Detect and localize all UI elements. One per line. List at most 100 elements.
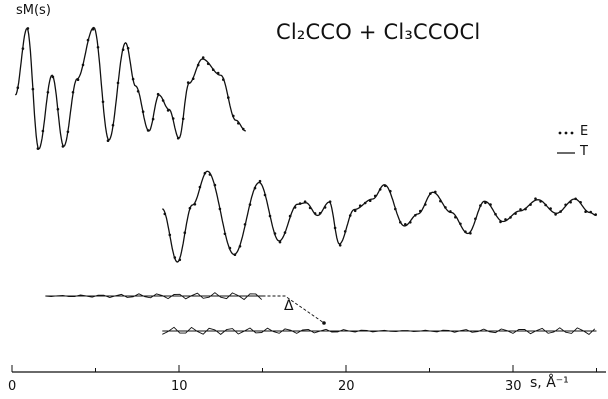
data-point xyxy=(203,171,207,175)
data-point xyxy=(524,207,527,211)
legend-marks xyxy=(557,131,575,154)
data-point xyxy=(414,214,417,217)
data-point xyxy=(131,77,135,81)
x-tick-label: 20 xyxy=(338,379,355,394)
data-point xyxy=(368,199,372,202)
data-point xyxy=(564,203,567,207)
data-point xyxy=(91,28,95,31)
data-point xyxy=(126,46,130,50)
data-point xyxy=(584,210,587,213)
data-point xyxy=(464,230,467,233)
data-point xyxy=(232,114,235,118)
data-point xyxy=(353,209,357,213)
data-point xyxy=(213,183,217,187)
data-point xyxy=(263,193,267,197)
data-point xyxy=(36,147,40,150)
data-point xyxy=(484,201,487,205)
data-point xyxy=(569,200,572,204)
data-point xyxy=(283,231,287,234)
data-point xyxy=(519,208,522,211)
data-point xyxy=(206,62,210,66)
data-point xyxy=(504,218,507,221)
data-point xyxy=(549,207,552,210)
x-tick-label: 10 xyxy=(171,379,188,394)
data-point xyxy=(26,27,30,30)
data-point xyxy=(333,226,337,230)
data-point xyxy=(554,213,557,216)
residual-trace xyxy=(162,326,596,335)
data-point xyxy=(56,107,60,111)
data-point xyxy=(434,190,437,194)
data-point xyxy=(71,91,75,94)
data-point xyxy=(253,186,257,190)
data-point xyxy=(419,209,422,213)
data-point xyxy=(76,78,80,81)
data-point xyxy=(106,139,110,142)
data-point xyxy=(238,245,242,248)
data-point xyxy=(196,63,200,67)
data-point xyxy=(186,81,190,84)
data-point xyxy=(101,100,105,104)
data-point xyxy=(222,78,225,81)
data-point xyxy=(268,214,272,218)
data-point xyxy=(338,244,342,247)
data-point xyxy=(273,232,277,235)
x-tick-label: 0 xyxy=(8,379,17,394)
data-point xyxy=(308,206,312,210)
data-point xyxy=(449,210,452,213)
data-point xyxy=(86,38,90,42)
data-point xyxy=(399,221,402,224)
data-point xyxy=(373,194,377,198)
data-point xyxy=(166,109,170,112)
data-point xyxy=(31,87,35,91)
data-point xyxy=(96,46,100,49)
data-point xyxy=(178,258,182,262)
legend-label-e: E xyxy=(580,124,589,139)
data-point xyxy=(228,246,232,250)
data-point xyxy=(499,220,502,224)
x-tick-label: 30 xyxy=(505,379,522,394)
data-point xyxy=(136,90,140,93)
data-point xyxy=(237,122,240,125)
data-point xyxy=(156,92,160,96)
data-point xyxy=(293,206,297,209)
data-point xyxy=(509,216,512,219)
data-point xyxy=(439,199,442,203)
data-point xyxy=(198,185,202,189)
data-point xyxy=(242,127,245,131)
legend-dot xyxy=(558,131,562,135)
curve-layer xyxy=(14,26,597,263)
data-point xyxy=(298,202,302,205)
data-point xyxy=(378,188,382,191)
data-point xyxy=(176,136,180,140)
data-point xyxy=(303,200,307,203)
x-axis xyxy=(11,365,606,373)
data-point xyxy=(383,184,387,188)
data-point xyxy=(146,129,150,132)
y-axis-label: sM(s) xyxy=(16,3,51,18)
data-point xyxy=(21,47,25,50)
residual-trace xyxy=(45,292,263,301)
data-point xyxy=(589,210,592,214)
data-point xyxy=(193,203,197,206)
data-point xyxy=(474,217,477,221)
data-point xyxy=(479,204,482,207)
data-point xyxy=(529,203,532,206)
data-point xyxy=(211,68,215,71)
data-point xyxy=(181,117,185,121)
data-point xyxy=(208,173,212,176)
data-point xyxy=(534,197,537,200)
data-point xyxy=(574,197,577,201)
data-point xyxy=(258,179,262,183)
data-point xyxy=(444,206,447,209)
data-point xyxy=(151,117,155,121)
x-axis-label: s, Å⁻¹ xyxy=(530,375,569,391)
data-point xyxy=(41,129,45,133)
data-point xyxy=(559,210,562,213)
data-point xyxy=(288,214,292,218)
data-point xyxy=(223,232,227,236)
data-point xyxy=(394,207,397,211)
delta-connector xyxy=(262,295,325,324)
delta-annotation: Δ xyxy=(284,298,294,314)
